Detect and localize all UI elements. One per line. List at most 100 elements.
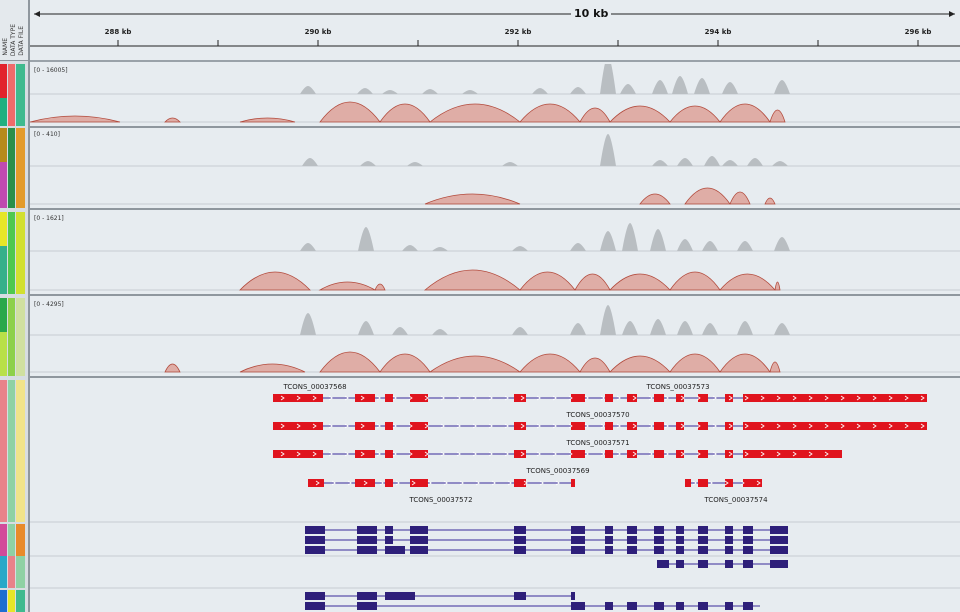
attribute-swatch-row[interactable] <box>0 246 28 294</box>
junction-arc <box>579 107 611 123</box>
strand-arrow <box>840 395 845 401</box>
attribute-swatch-row[interactable] <box>0 590 28 612</box>
transcript-label[interactable]: TCONS_00037573 <box>646 383 710 391</box>
strand-arrow <box>552 395 557 401</box>
junction-arc <box>729 191 751 205</box>
strand-arrow <box>408 423 413 429</box>
strand-arrow <box>584 451 589 457</box>
strand-arrow <box>872 395 877 401</box>
strand-arrow <box>920 395 925 401</box>
attribute-swatch-row[interactable] <box>0 298 28 332</box>
transcript-exon <box>385 450 393 458</box>
transcript-exon <box>698 546 708 554</box>
coverage-peak <box>704 156 720 166</box>
transcript-label[interactable]: TCONS_00037570 <box>566 411 630 419</box>
transcript-label[interactable]: TCONS_00037568 <box>283 383 347 391</box>
junction-arc <box>239 271 311 291</box>
strand-arrow <box>296 423 301 429</box>
transcript-exon <box>685 479 691 487</box>
transcript-exon <box>725 526 733 534</box>
coverage-peak <box>532 88 548 94</box>
strand-arrow <box>472 395 477 401</box>
transcript-exon <box>743 479 762 487</box>
attribute-swatch-row[interactable] <box>0 128 28 162</box>
coverage-peak <box>300 243 316 251</box>
transcript-exon <box>355 394 375 402</box>
junction-arc <box>428 103 522 123</box>
strand-arrow <box>440 423 445 429</box>
strand-arrow <box>536 423 541 429</box>
attribute-swatch-row[interactable] <box>0 556 28 588</box>
strand-arrow <box>504 451 509 457</box>
strand-arrow <box>552 451 557 457</box>
transcript-exon <box>654 422 664 430</box>
transcript-label[interactable]: TCONS_00037572 <box>409 496 473 504</box>
transcript-label[interactable]: TCONS_00037569 <box>526 467 590 475</box>
strand-arrow <box>712 395 717 401</box>
transcript-label[interactable]: TCONS_00037574 <box>704 496 768 504</box>
strand-arrow <box>696 423 701 429</box>
strand-arrow <box>824 451 829 457</box>
attribute-swatch-row[interactable] <box>0 98 28 126</box>
strand-arrow <box>776 423 781 429</box>
track-range-label: [0 - 4295] <box>34 301 64 308</box>
attribute-swatch-row[interactable] <box>0 332 28 376</box>
transcript-exon <box>627 536 637 544</box>
transcript-exon <box>357 536 377 544</box>
coverage-peak <box>300 313 316 335</box>
strand-arrow <box>712 423 717 429</box>
coverage-junction-plot <box>30 64 960 123</box>
transcript-exon <box>725 479 733 487</box>
transcript-exon <box>770 560 788 568</box>
attribute-swatch-row[interactable] <box>0 524 28 556</box>
coverage-peak <box>600 64 616 94</box>
strand-arrow <box>760 423 765 429</box>
transcript-exon <box>676 394 684 402</box>
strand-arrow <box>680 423 685 429</box>
junction-arc <box>164 363 181 373</box>
sashimi-track-3[interactable]: [0 - 1621] <box>30 212 960 296</box>
junction-arc <box>684 187 731 205</box>
sashimi-track-2[interactable]: [0 - 410] <box>30 128 960 210</box>
strand-arrow <box>456 451 461 457</box>
strand-arrow <box>600 423 605 429</box>
annotation-track[interactable]: TCONS_00037568 TCONS_00037573 TCONS_0003… <box>30 380 960 612</box>
attribute-swatch-row[interactable] <box>0 380 28 522</box>
genome-ruler[interactable]: 10 kb 288 kb 290 kb 292 kb 294 kb 296 kb <box>30 0 960 62</box>
attribute-swatch-row[interactable] <box>0 162 28 208</box>
strand-arrow <box>792 451 797 457</box>
transcript-label[interactable]: TCONS_00037571 <box>566 439 630 447</box>
transcript-exon <box>676 526 684 534</box>
attribute-swatch-row[interactable] <box>0 212 28 246</box>
transcript-exon <box>627 394 637 402</box>
transcript-exon <box>410 546 428 554</box>
strand-arrow <box>520 451 525 457</box>
strand-arrow <box>408 451 413 457</box>
coverage-peak <box>570 323 586 335</box>
strand-arrow <box>475 480 480 486</box>
transcript-exon <box>654 602 664 610</box>
junction-arc <box>609 105 671 123</box>
transcript-exon <box>410 536 428 544</box>
strand-arrow <box>664 423 669 429</box>
ruler-tick-label: 292 kb <box>504 28 532 36</box>
strand-arrow <box>888 423 893 429</box>
track-range-label: [0 - 16005] <box>34 67 68 74</box>
attribute-datafile-header[interactable]: DATA FILE <box>18 26 25 56</box>
junction-arc <box>239 117 296 123</box>
strand-arrow <box>312 395 317 401</box>
transcript-exon <box>698 602 708 610</box>
sashimi-track-4[interactable]: [0 - 4295] <box>30 298 960 378</box>
strand-arrow <box>568 423 573 429</box>
transcript-exon <box>410 422 428 430</box>
transcript-exon <box>743 546 753 554</box>
sashimi-track-1[interactable]: [0 - 16005] <box>30 64 960 128</box>
transcript-exon <box>514 422 526 430</box>
strand-arrow <box>744 395 749 401</box>
strand-arrow <box>392 395 397 401</box>
attribute-swatch-row[interactable] <box>0 64 28 98</box>
coverage-peak <box>600 134 616 166</box>
transcript-exon <box>514 592 526 600</box>
track-range-label: [0 - 1621] <box>34 215 64 222</box>
strand-arrow <box>808 423 813 429</box>
